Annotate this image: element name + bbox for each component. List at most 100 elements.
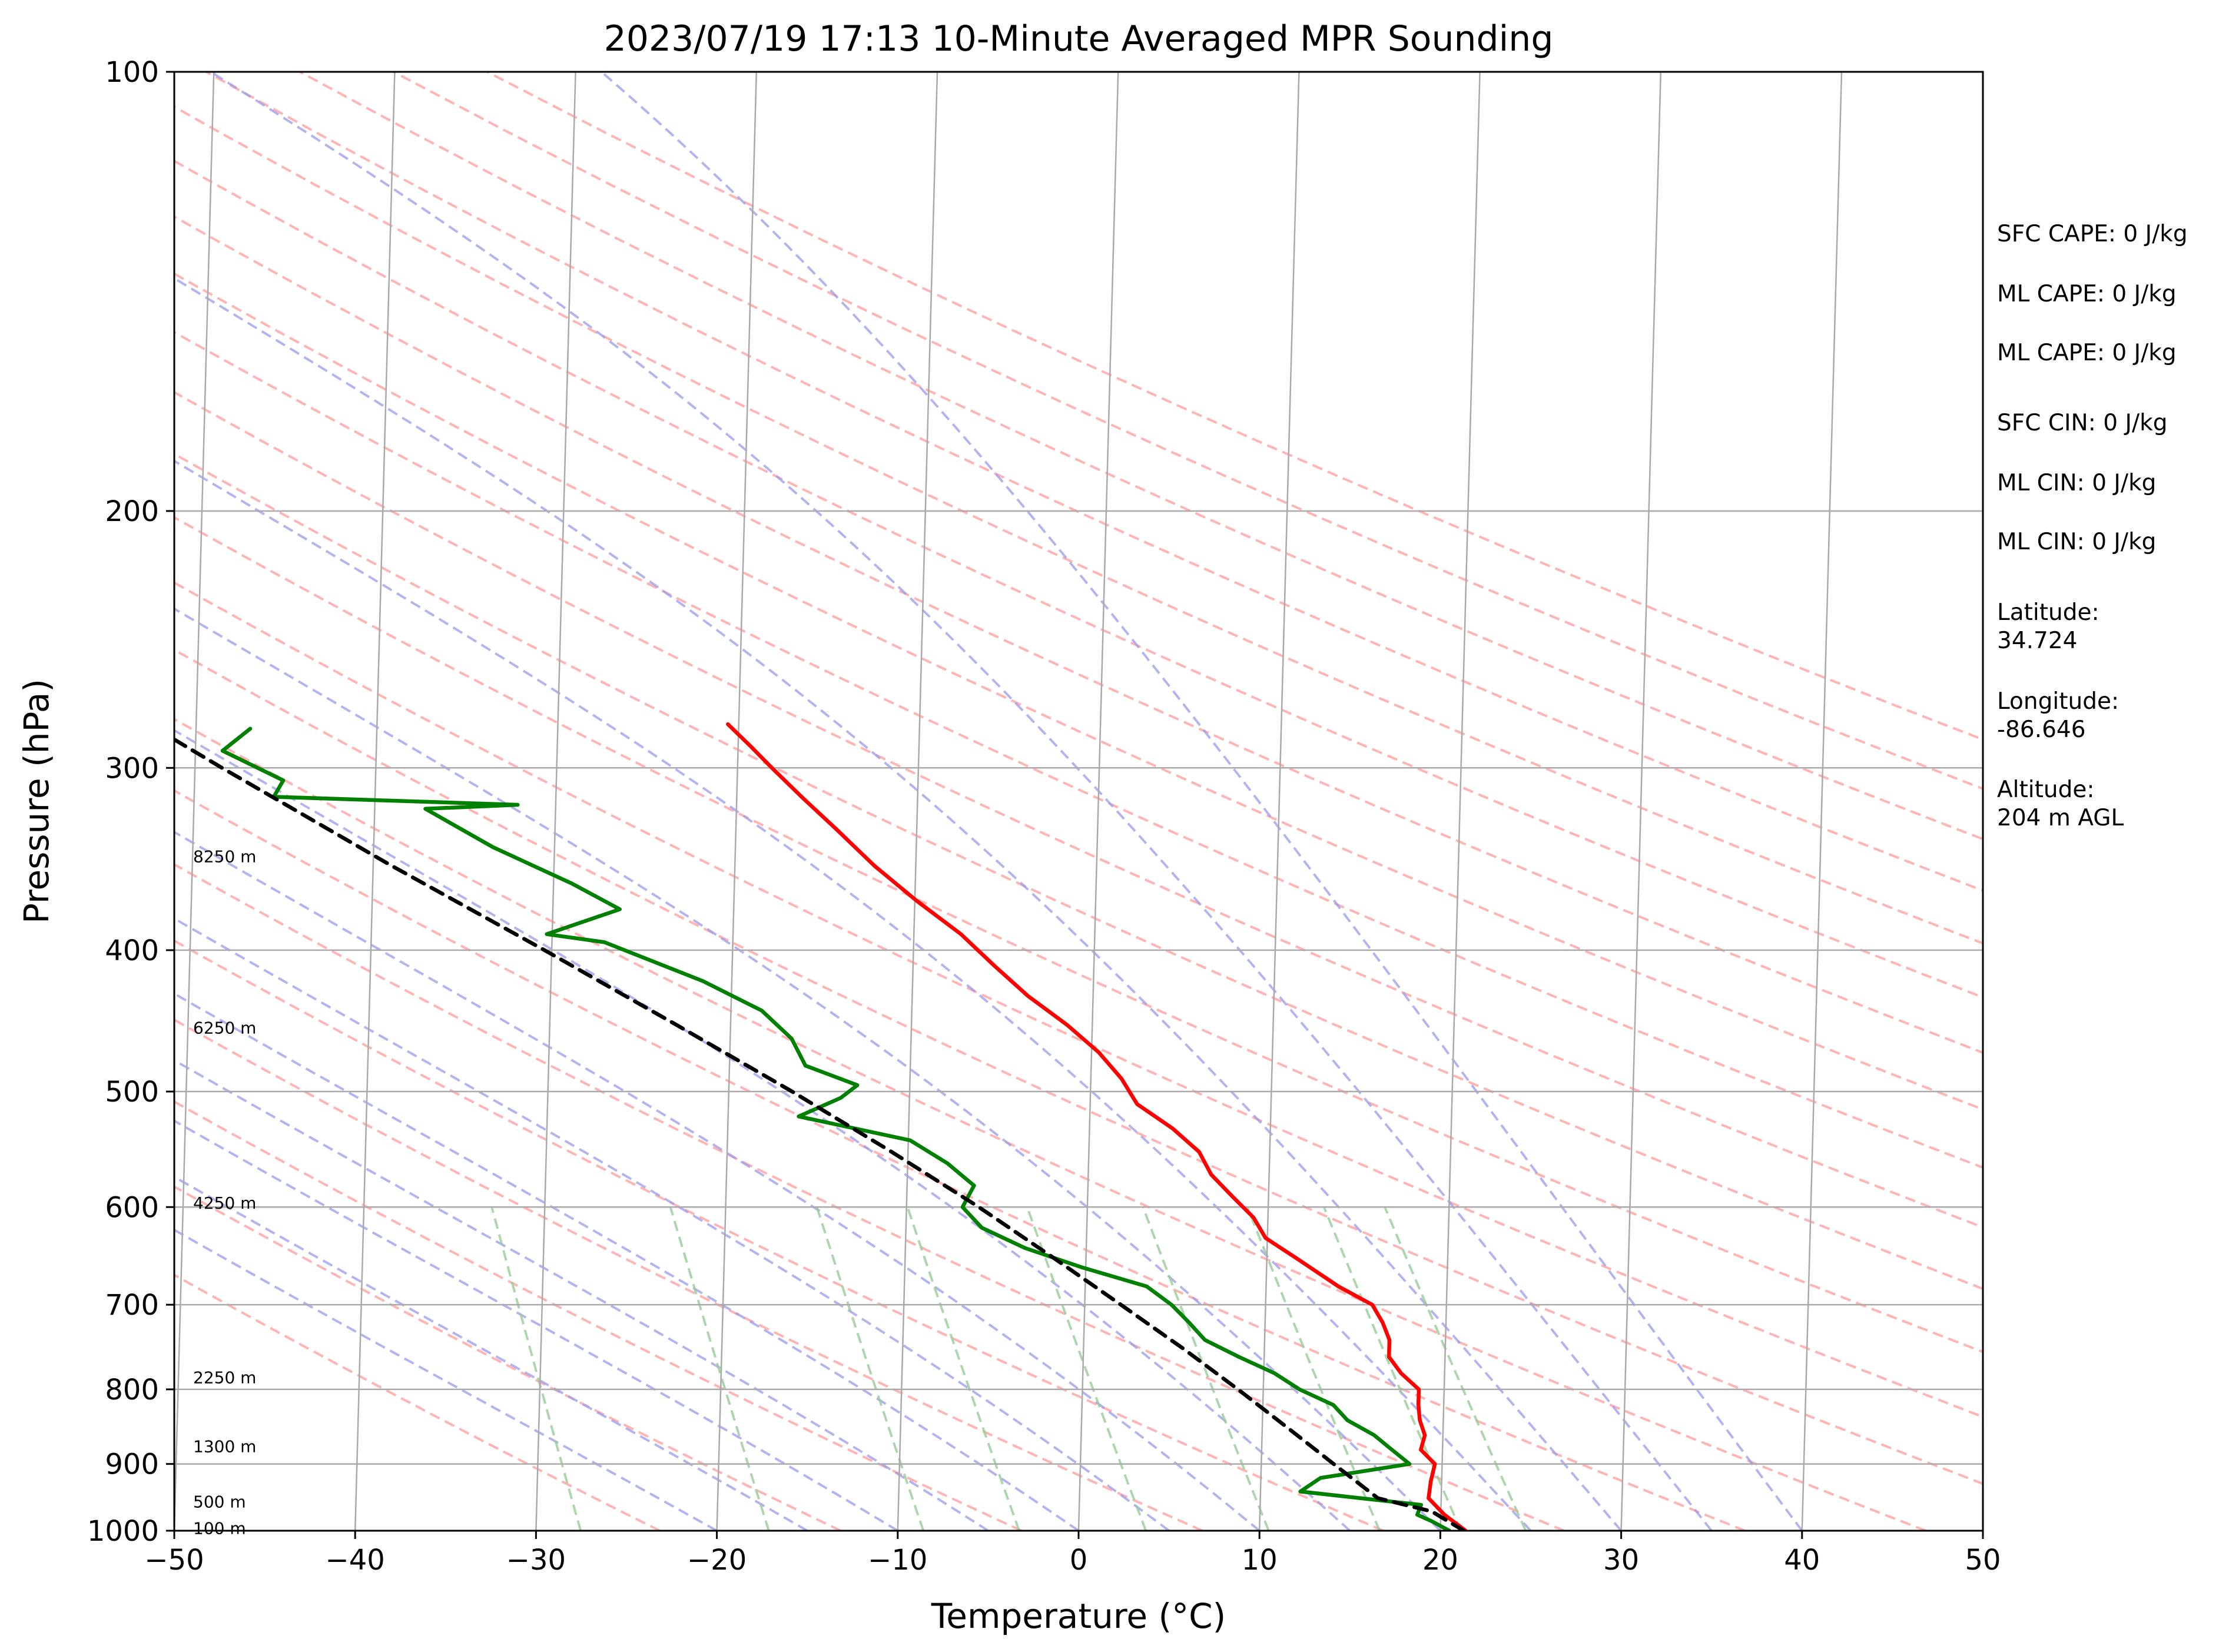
reference-lines	[174, 72, 1983, 1531]
moist-adiabat	[601, 72, 1803, 1531]
x-axis-ticks: −50 −40 −30 −20 −10 0 10 20 30 40 50	[144, 1531, 2001, 1577]
dry-adiabat	[174, 581, 1983, 1418]
dry-adiabat	[174, 516, 1983, 1354]
x-tick-label: −50	[144, 1544, 204, 1577]
height-label: 500 m	[193, 1492, 246, 1511]
x-tick-label: 30	[1603, 1544, 1639, 1577]
y-tick-label: 400	[105, 934, 159, 967]
annotation-text: ML CAPE: 0 J/kg	[1997, 281, 2177, 307]
x-tick-label: 50	[1965, 1544, 2001, 1577]
y-tick-label: 600	[105, 1191, 159, 1224]
dewpoint-line	[220, 727, 1452, 1531]
y-tick-label: 500	[105, 1076, 159, 1109]
dry-adiabat	[174, 331, 1983, 1169]
isotherm	[1077, 72, 1119, 1531]
height-label: 6250 m	[193, 1018, 256, 1037]
annotation-text: ML CIN: 0 J/kg	[1997, 529, 2156, 555]
sounding-profiles	[174, 722, 1468, 1531]
dry-adiabat	[174, 1100, 1023, 1531]
x-tick-label: 10	[1242, 1544, 1278, 1577]
annotation-line: ML CIN: 0 J/kg	[1997, 529, 2156, 555]
mixing-ratio-line	[669, 1206, 770, 1531]
x-tick-label: 0	[1070, 1544, 1088, 1577]
moist-adiabat	[174, 277, 1623, 1531]
annotation-line: ML CAPE: 0 J/kg	[1997, 281, 2177, 307]
y-tick-label: 900	[105, 1448, 159, 1481]
mixing-ratio-line	[490, 1206, 582, 1531]
height-label: 100 m	[193, 1519, 246, 1538]
annotation-line: -86.646	[1997, 716, 2086, 743]
moist-adiabat	[210, 72, 1713, 1531]
dry-adiabat	[174, 1018, 1203, 1531]
y-axis-ticks: 1000 900 800 700 600 500 400 300 200 100	[87, 56, 174, 1548]
isotherm	[1258, 72, 1300, 1531]
x-tick-label: 20	[1422, 1544, 1458, 1577]
dry-adiabat	[174, 105, 1983, 945]
y-tick-label: 100	[105, 56, 159, 89]
annotation-line: 34.724	[1997, 628, 2077, 654]
annotation-text: ML CAPE: 0 J/kg	[1997, 340, 2177, 366]
x-tick-label: −30	[506, 1544, 566, 1577]
dry-adiabat	[299, 72, 1983, 841]
y-axis-label: Pressure (hPa)	[16, 679, 57, 924]
dry-adiabat	[174, 1185, 841, 1531]
x-tick-label: −10	[868, 1544, 927, 1577]
y-tick-label: 800	[105, 1374, 159, 1406]
annotation-text: Altitude: 204 m AGL	[1997, 777, 2124, 831]
height-label: 4250 m	[193, 1193, 256, 1213]
annotation-text: Latitude: 34.724	[1997, 599, 2099, 654]
moist-adiabat	[174, 830, 1261, 1531]
annotation-line: Latitude:	[1997, 599, 2099, 626]
dry-adiabat	[174, 718, 1926, 1531]
pressure-gridlines	[174, 72, 1983, 1531]
isotherm	[716, 72, 758, 1531]
annotation-text: SFC CIN: 0 J/kg	[1997, 410, 2167, 436]
dry-adiabat	[174, 452, 1983, 1291]
x-tick-label: 40	[1784, 1544, 1820, 1577]
height-label: 8250 m	[193, 847, 256, 867]
dry-adiabat	[174, 789, 1746, 1531]
parcel-line	[174, 737, 1466, 1531]
annotation-line: SFC CIN: 0 J/kg	[1997, 410, 2167, 436]
annotation-line: ML CAPE: 0 J/kg	[1997, 340, 2177, 366]
annotation-text: SFC CAPE: 0 J/kg	[1997, 221, 2188, 247]
annotation-line: Longitude:	[1997, 688, 2119, 715]
isotherm	[1439, 72, 1481, 1531]
height-label: 2250 m	[193, 1368, 256, 1387]
dry-adiabat	[174, 390, 1983, 1229]
dry-adiabat	[174, 939, 1384, 1531]
height-labels: 8250 m 6250 m 4250 m 2250 m 1300 m 500 m 100 m	[193, 847, 256, 1538]
annotation-text: ML CIN: 0 J/kg	[1997, 470, 2156, 496]
sounding-parameters: SFC CAPE: 0 J/kg ML CAPE: 0 J/kg ML CAPE: …	[1997, 221, 2188, 831]
dry-adiabat	[174, 648, 1983, 1485]
annotation-line: Altitude:	[1997, 777, 2095, 803]
y-tick-label: 300	[105, 752, 159, 785]
dry-adiabat	[174, 863, 1565, 1531]
dry-adiabat	[174, 160, 1983, 999]
y-tick-label: 700	[105, 1289, 159, 1322]
moist-adiabat	[174, 729, 1351, 1531]
isotherm	[897, 72, 938, 1531]
x-axis-label: Temperature (°C)	[931, 1596, 1226, 1636]
x-tick-label: −40	[326, 1544, 385, 1577]
x-tick-label: −20	[687, 1544, 747, 1577]
annotation-line: SFC CAPE: 0 J/kg	[1997, 221, 2188, 247]
height-label: 1300 m	[193, 1437, 256, 1456]
moist-adiabat	[174, 1119, 898, 1531]
dry-adiabat	[486, 72, 1983, 741]
plot-area	[174, 72, 1983, 1531]
moist-adiabat	[174, 607, 1441, 1531]
annotation-line: ML CIN: 0 J/kg	[1997, 470, 2156, 496]
isotherm	[535, 72, 576, 1531]
isotherm	[1801, 72, 1843, 1531]
moist-adiabat	[174, 917, 1170, 1531]
isotherm	[174, 72, 215, 1531]
chart-title: 2023/07/19 17:13 10-Minute Averaged MPR …	[604, 18, 1554, 59]
annotation-text: Longitude: -86.646	[1997, 688, 2119, 743]
moist-adiabat	[174, 992, 1080, 1531]
dry-adiabat	[174, 272, 1983, 1111]
y-tick-label: 200	[105, 495, 159, 528]
annotation-line: 204 m AGL	[1997, 805, 2124, 831]
